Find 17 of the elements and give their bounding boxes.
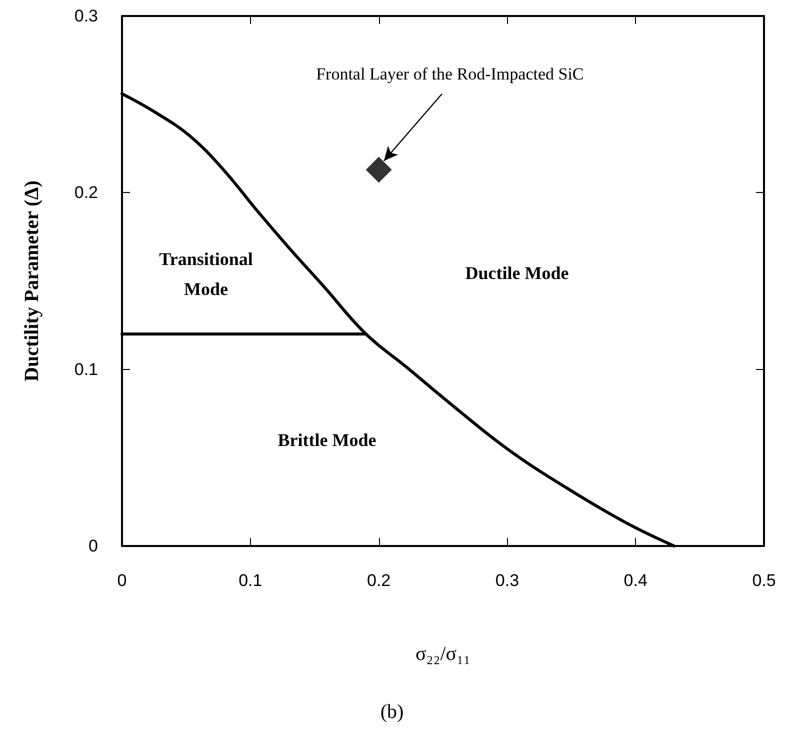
x-axis-title: σ₂₂/σ₁₁ xyxy=(415,643,471,665)
y-axis-title: Ductility Parameter (Δ) xyxy=(21,180,43,382)
x-tick-label: 0.5 xyxy=(752,571,776,590)
y-tick-label: 0.2 xyxy=(74,183,98,202)
text: (b) xyxy=(380,701,404,723)
annotation: Ductile Mode xyxy=(465,263,569,283)
x-tick-label: 0 xyxy=(117,571,127,590)
x-tick-label: 0.4 xyxy=(624,571,648,590)
annotation: Frontal Layer of the Rod-Impacted SiC xyxy=(316,64,584,84)
y-tick-label: 0.1 xyxy=(74,360,98,379)
x-tick-label: 0.1 xyxy=(238,571,262,590)
annotation: Transitional Mode xyxy=(159,249,253,299)
y-tick-label: 0.3 xyxy=(74,6,98,26)
annotation: Brittle Mode xyxy=(278,430,376,450)
x-tick-label: 0.3 xyxy=(495,571,520,590)
x-tick-label: 0.2 xyxy=(366,571,391,590)
y-tick-label: 0 xyxy=(88,536,98,556)
